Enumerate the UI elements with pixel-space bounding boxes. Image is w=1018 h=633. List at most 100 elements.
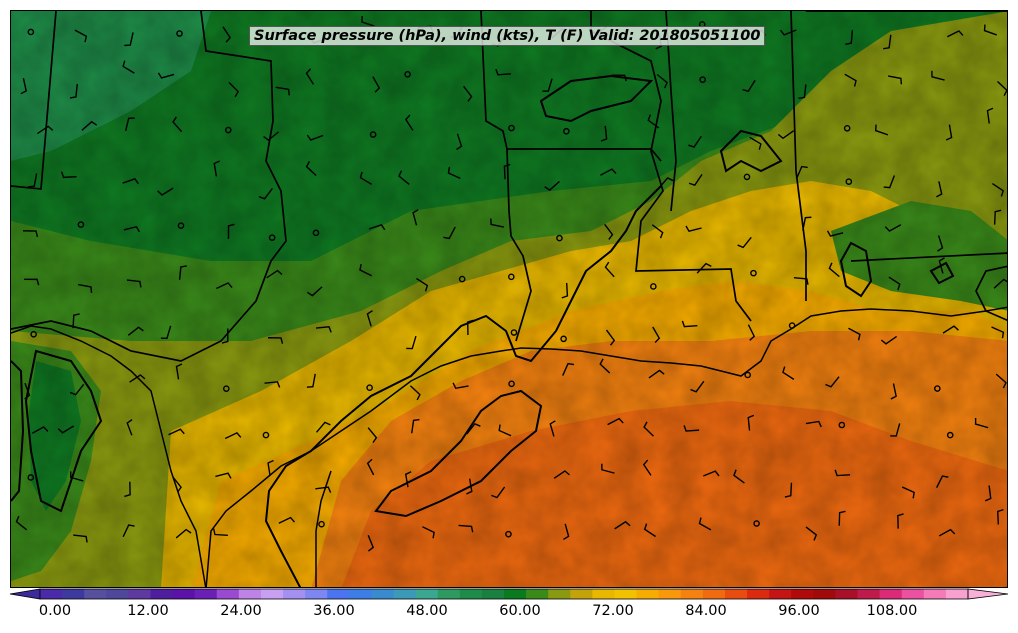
wind-barb: [562, 362, 575, 376]
wind-barb: [681, 320, 698, 328]
wind-barb: [315, 421, 331, 433]
wind-barb: [888, 276, 901, 291]
colorbar-tick-label: 0.00: [38, 603, 72, 619]
wind-barb: [222, 26, 231, 43]
wind-barb: [495, 68, 511, 76]
wind-barb: [651, 224, 664, 239]
wind-barb: [175, 528, 192, 539]
wind-barb: [24, 278, 40, 286]
wind-barb: [168, 428, 185, 436]
colorbar-cell: [238, 589, 262, 599]
wind-barb: [826, 230, 844, 237]
wind-barb: [777, 130, 795, 140]
wind-barb: [795, 165, 808, 179]
calm-wind-marker: [268, 234, 276, 241]
wind-barb: [72, 313, 80, 329]
colorbar-cell: [945, 589, 969, 599]
wind-barbs: [15, 15, 1007, 552]
wind-barb: [36, 125, 54, 135]
colorbar-cell: [62, 589, 85, 599]
wind-barb: [838, 510, 846, 526]
wind-barb: [28, 173, 38, 188]
wind-barb: [931, 70, 945, 81]
wind-barb: [264, 381, 281, 388]
wind-barb: [123, 225, 141, 233]
colorbar-cell: [570, 589, 593, 599]
wind-barb: [802, 216, 812, 231]
wind-barb: [991, 326, 1005, 339]
colorbar-cell: [879, 589, 903, 599]
wind-barb: [890, 383, 897, 400]
calm-wind-marker: [27, 28, 35, 36]
colorbar-cell: [260, 589, 284, 599]
wind-barb: [825, 376, 840, 388]
wind-barb: [412, 209, 419, 226]
calm-wind-marker: [838, 421, 846, 429]
wind-barb: [874, 124, 889, 136]
wind-barb: [897, 513, 904, 529]
map-canvas: [11, 11, 1007, 587]
wind-barb: [749, 136, 762, 150]
wind-barb: [601, 463, 615, 474]
wind-barb: [938, 257, 945, 274]
calm-wind-marker: [505, 530, 512, 538]
wind-barb: [306, 134, 324, 141]
wind-barb: [124, 32, 134, 47]
wind-barb: [74, 29, 88, 43]
calm-wind-marker: [224, 126, 232, 134]
wind-barb: [368, 223, 386, 231]
wind-barb: [305, 68, 315, 85]
wind-barb: [366, 458, 375, 476]
calm-wind-marker: [27, 474, 35, 481]
wind-barb: [359, 171, 373, 185]
calm-wind-marker: [262, 431, 270, 439]
wind-barb: [278, 516, 295, 524]
calm-wind-marker: [510, 329, 518, 336]
wind-barb: [848, 327, 861, 341]
wind-barb: [122, 524, 135, 538]
wind-barb: [698, 517, 712, 531]
wind-barb: [561, 282, 569, 299]
wind-barb: [798, 84, 807, 100]
wind-barb: [129, 374, 146, 383]
wind-barb: [643, 523, 656, 538]
colorbar-tick-label: 36.00: [313, 603, 355, 619]
wind-barb: [733, 469, 745, 484]
colorbar-cell: [857, 589, 881, 599]
wind-barb: [887, 75, 903, 85]
wind-barb: [70, 471, 84, 482]
wind-barb: [57, 425, 75, 434]
wind-barb: [890, 423, 901, 437]
wind-barb: [24, 382, 31, 400]
wind-barb: [942, 325, 959, 334]
wind-barb: [993, 278, 1007, 289]
wind-barb: [542, 78, 553, 92]
calm-wind-marker: [312, 229, 320, 237]
texture-overlay: [11, 11, 1007, 587]
calm-wind-marker: [366, 384, 373, 392]
wind-barb: [986, 107, 994, 124]
colorbar-cell: [481, 589, 505, 599]
wind-barb: [213, 160, 220, 177]
wind-barb: [884, 224, 902, 232]
wind-barb: [409, 385, 421, 401]
wind-barb: [228, 81, 240, 98]
wind-barb: [416, 277, 429, 292]
wind-barb: [784, 482, 793, 498]
calm-wind-marker: [743, 173, 751, 181]
wind-barb: [656, 73, 668, 89]
wind-barb: [404, 471, 412, 488]
wind-barb: [844, 73, 857, 87]
calm-wind-marker: [404, 71, 411, 78]
wind-barb: [683, 425, 700, 432]
wind-barb: [696, 262, 712, 274]
wind-barb: [221, 328, 229, 344]
calm-wind-marker: [946, 431, 954, 439]
wind-barb: [69, 383, 85, 396]
wind-barb: [997, 80, 1007, 97]
wind-barb: [883, 34, 892, 50]
wind-barb: [688, 173, 703, 186]
wind-barb: [411, 418, 420, 434]
colorbar-cell: [592, 589, 615, 599]
wind-barb: [160, 325, 172, 339]
